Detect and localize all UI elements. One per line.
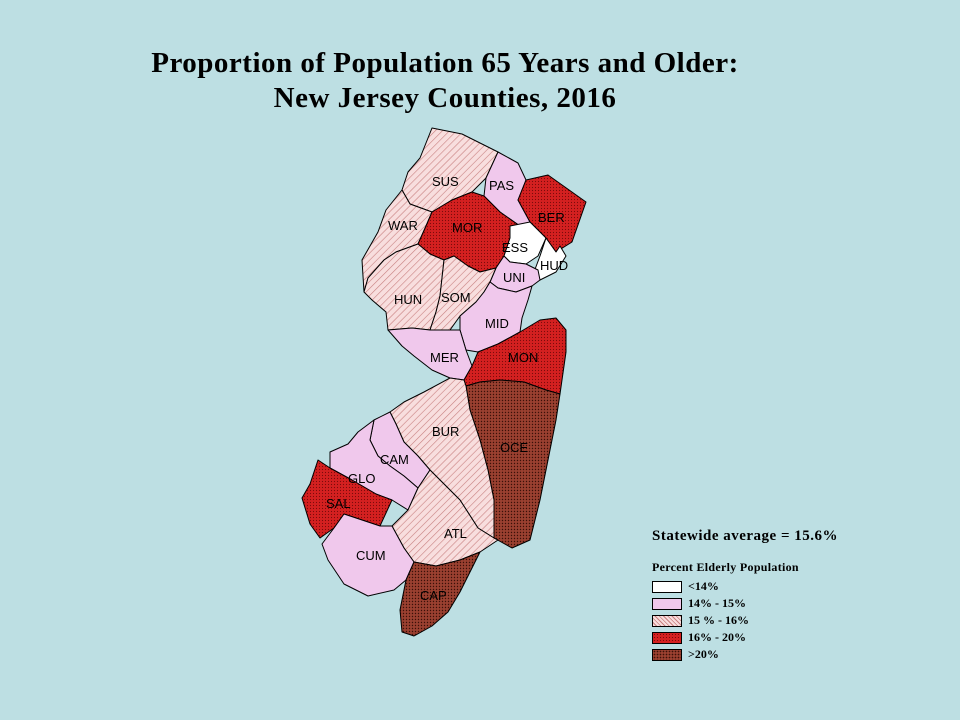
legend-label: 15 % - 16% — [688, 613, 749, 627]
legend-label: >20% — [688, 647, 719, 661]
county-label-pas: PAS — [489, 178, 514, 193]
legend-swatch — [652, 580, 682, 593]
county-label-mer: MER — [430, 350, 459, 365]
county-label-hud: HUD — [540, 258, 568, 273]
legend-item: 16% - 20% — [652, 629, 799, 646]
county-label-som: SOM — [441, 290, 471, 305]
county-label-mon: MON — [508, 350, 538, 365]
county-label-oce: OCE — [500, 440, 529, 455]
county-label-sal: SAL — [326, 496, 351, 511]
map-legend: Percent Elderly Population <14% 14% - 15%… — [652, 560, 799, 663]
county-label-uni: UNI — [503, 270, 525, 285]
legend-label: 14% - 15% — [688, 596, 746, 610]
county-label-cap: CAP — [420, 588, 447, 603]
legend-item: 14% - 15% — [652, 595, 799, 612]
legend-swatch — [652, 648, 682, 661]
legend-swatch — [652, 614, 682, 627]
county-label-atl: ATL — [444, 526, 467, 541]
county-label-war: WAR — [388, 218, 418, 233]
county-cap — [399, 551, 481, 637]
legend-swatch — [652, 631, 682, 644]
statewide-average: Statewide average = 15.6% — [652, 528, 839, 544]
county-label-hun: HUN — [394, 292, 422, 307]
legend-item: 15 % - 16% — [652, 612, 799, 629]
county-label-cam: CAM — [380, 452, 409, 467]
legend-item: <14% — [652, 578, 799, 595]
legend-item: >20% — [652, 646, 799, 663]
county-label-bur: BUR — [432, 424, 459, 439]
legend-label: 16% - 20% — [688, 630, 746, 644]
county-label-ess: ESS — [502, 240, 528, 255]
county-label-mor: MOR — [452, 220, 482, 235]
county-label-ber: BER — [538, 210, 565, 225]
legend-label: <14% — [688, 579, 719, 593]
legend-swatch — [652, 597, 682, 610]
county-label-mid: MID — [485, 316, 509, 331]
map-title: Proportion of Population 65 Years and Ol… — [0, 46, 890, 116]
county-label-cum: CUM — [356, 548, 386, 563]
title-line-2: New Jersey Counties, 2016 — [273, 82, 617, 114]
legend-title: Percent Elderly Population — [652, 560, 799, 574]
county-label-glo: GLO — [348, 471, 375, 486]
county-hud — [533, 237, 567, 281]
title-line-1: Proportion of Population 65 Years and Ol… — [151, 47, 739, 79]
county-label-sus: SUS — [432, 174, 459, 189]
